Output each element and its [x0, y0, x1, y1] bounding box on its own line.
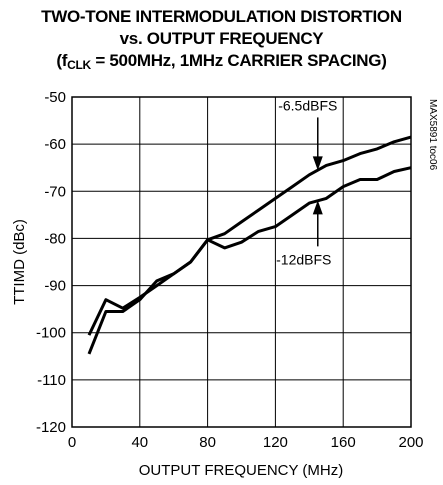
title-line-2: vs. OUTPUT FREQUENCY	[119, 29, 324, 48]
annotations: -6.5dBFS -12dBFS	[276, 97, 337, 267]
y-tick-label: -90	[44, 278, 66, 295]
grid	[72, 97, 411, 427]
chart-title: TWO-TONE INTERMODULATION DISTORTION vs. …	[0, 6, 443, 72]
plot-frame	[71, 96, 412, 428]
y-tick-label: -120	[36, 419, 66, 436]
title-line-3-pre: (f	[56, 51, 68, 70]
title-line-3: (fCLK = 500MHz, 1MHz CARRIER SPACING)	[0, 50, 443, 72]
y-tick-label: -50	[44, 89, 66, 106]
x-tick-label: 80	[199, 434, 216, 451]
x-tick-label: 200	[398, 434, 423, 451]
y-tick-label: -80	[44, 230, 66, 247]
y-tick-labels: -50 -60 -70 -80 -90 -100 -110 -120	[36, 89, 66, 436]
x-tick-label: 120	[263, 434, 288, 451]
chart-code-label: MAX5891 toc06	[427, 99, 438, 171]
y-tick-label: -100	[36, 325, 66, 342]
x-tick-label: 160	[331, 434, 356, 451]
annotation-arrow-head-1	[312, 156, 323, 171]
y-tick-label: -60	[44, 136, 66, 153]
annotation-label-1: -6.5dBFS	[278, 97, 337, 113]
x-tick-label: 0	[68, 434, 76, 451]
series-lines	[87, 135, 412, 355]
title-line-3-sub: CLK	[67, 58, 91, 72]
x-tick-label: 40	[131, 434, 148, 451]
y-axis-label: TTIMD (dBc)	[11, 219, 28, 305]
x-tick-labels: 0 40 80 120 160 200	[68, 434, 424, 451]
annotation-label-2: -12dBFS	[276, 251, 331, 267]
y-tick-label: -110	[37, 372, 66, 389]
title-line-1: TWO-TONE INTERMODULATION DISTORTION	[41, 7, 402, 26]
x-axis-label: OUTPUT FREQUENCY (MHz)	[139, 462, 343, 479]
y-tick-label: -70	[44, 183, 66, 200]
annotation-arrow-head-2	[312, 200, 323, 215]
series-line-2	[87, 166, 412, 355]
title-line-3-post: = 500MHz, 1MHz CARRIER SPACING)	[90, 51, 387, 70]
